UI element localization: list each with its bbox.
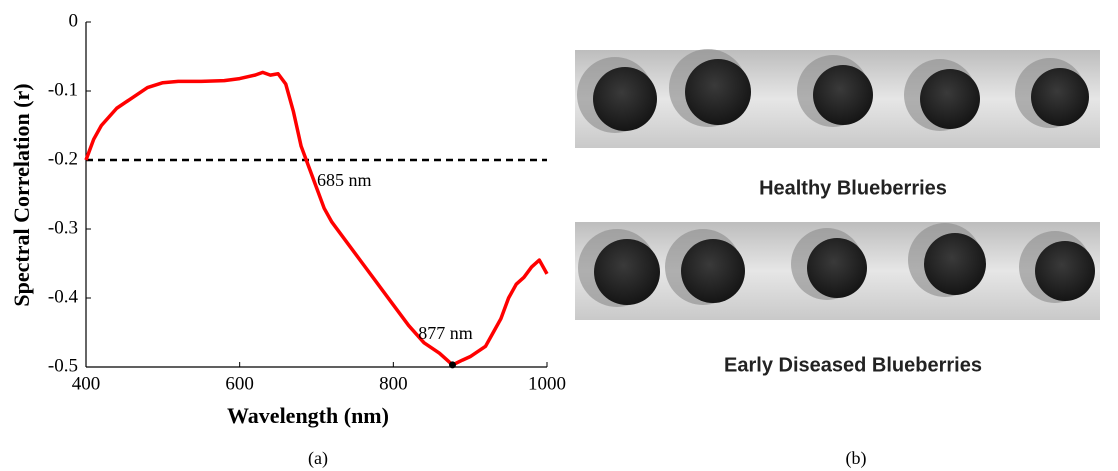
healthy-label: Healthy Blueberries (759, 177, 947, 199)
y-axis-label: Spectral Correlation (r) (9, 83, 34, 306)
caption: (a) (308, 448, 328, 469)
x-axis-label: Wavelength (nm) (227, 403, 389, 428)
y-tick-label: -0.5 (48, 355, 78, 376)
y-tick-label: 0 (69, 10, 79, 31)
y-tick-label: -0.3 (48, 217, 78, 238)
caption: (b) (846, 448, 867, 469)
berry (594, 239, 660, 305)
berry (681, 239, 745, 303)
berry (685, 59, 751, 125)
berry (924, 233, 986, 295)
y-tick-label: -0.2 (48, 148, 78, 169)
x-tick-label: 800 (379, 373, 408, 394)
annotation: 877 nm (418, 323, 473, 343)
x-tick-label: 1000 (528, 373, 566, 394)
y-tick-label: -0.4 (48, 286, 79, 307)
annotation: 685 nm (317, 170, 372, 190)
berry (593, 67, 657, 131)
data-line (84, 70, 549, 367)
blueberry-images (575, 49, 1100, 320)
marker (448, 361, 456, 369)
diseased-label: Early Diseased Blueberries (724, 354, 982, 376)
berry (1031, 68, 1089, 126)
berry (920, 69, 980, 129)
y-tick-label: -0.1 (48, 79, 78, 100)
x-tick-label: 600 (225, 373, 254, 394)
berry (813, 65, 873, 125)
berry (807, 238, 867, 298)
berry (1035, 241, 1095, 301)
x-tick-label: 400 (72, 373, 101, 394)
